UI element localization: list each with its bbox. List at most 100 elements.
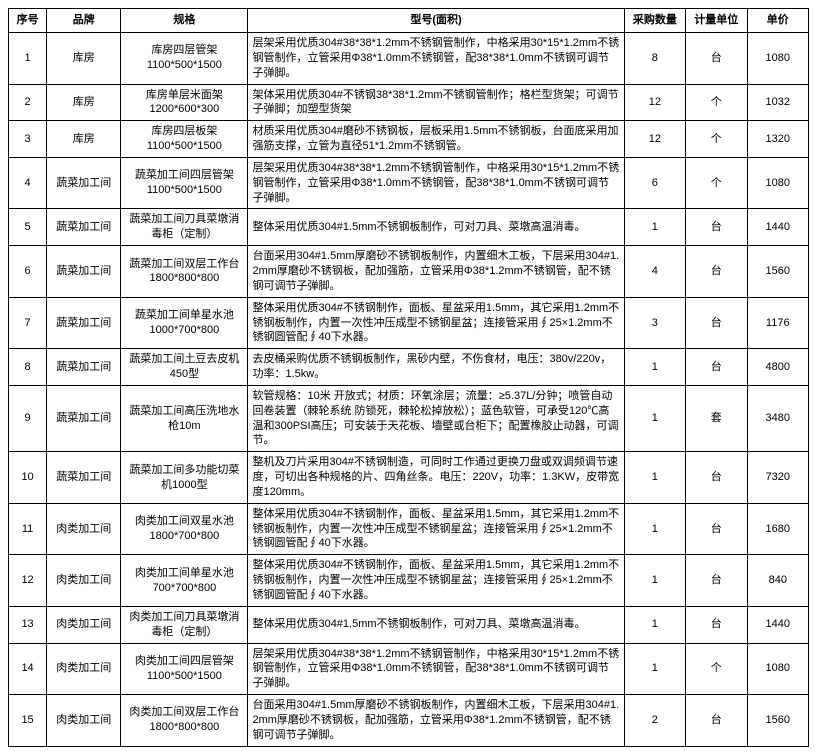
header-qty: 采购数量 [624, 9, 685, 33]
cell-seq: 2 [9, 84, 47, 121]
cell-unit: 台 [686, 297, 747, 349]
cell-seq: 11 [9, 503, 47, 555]
header-spec: 规格 [121, 9, 248, 33]
cell-qty: 1 [624, 606, 685, 643]
cell-seq: 14 [9, 643, 47, 695]
cell-seq: 9 [9, 385, 47, 451]
cell-qty: 8 [624, 33, 685, 85]
cell-unit: 台 [686, 606, 747, 643]
table-row: 15肉类加工间肉类加工间双层工作台1800*800*800台面采用304#1.5… [9, 695, 809, 747]
cell-brand: 蔬菜加工间 [47, 246, 121, 298]
cell-price: 1440 [747, 209, 808, 246]
cell-unit: 套 [686, 385, 747, 451]
cell-qty: 1 [624, 555, 685, 607]
cell-price: 1080 [747, 157, 808, 209]
cell-price: 1560 [747, 695, 808, 747]
cell-unit: 台 [686, 246, 747, 298]
header-brand: 品牌 [47, 9, 121, 33]
table-row: 6蔬菜加工间蔬菜加工间双层工作台1800*800*800台面采用304#1.5m… [9, 246, 809, 298]
cell-price: 840 [747, 555, 808, 607]
cell-seq: 6 [9, 246, 47, 298]
header-seq: 序号 [9, 9, 47, 33]
cell-qty: 4 [624, 246, 685, 298]
cell-model: 整体采用优质304#1.5mm不锈钢板制作，可对刀具、菜墩高温消毒。 [248, 606, 624, 643]
cell-brand: 肉类加工间 [47, 555, 121, 607]
cell-spec: 库房四层管架1100*500*1500 [121, 33, 248, 85]
cell-seq: 4 [9, 157, 47, 209]
cell-brand: 蔬菜加工间 [47, 385, 121, 451]
cell-brand: 蔬菜加工间 [47, 297, 121, 349]
table-row: 5蔬菜加工间蔬菜加工间刀具菜墩消毒柜（定制）整体采用优质304#1.5mm不锈钢… [9, 209, 809, 246]
cell-unit: 台 [686, 452, 747, 504]
cell-unit: 台 [686, 33, 747, 85]
cell-qty: 3 [624, 297, 685, 349]
cell-qty: 12 [624, 84, 685, 121]
cell-price: 1320 [747, 121, 808, 158]
cell-price: 1176 [747, 297, 808, 349]
cell-qty: 6 [624, 157, 685, 209]
table-row: 10蔬菜加工间蔬菜加工间多功能切菜机1000型整机及刀片采用304#不锈钢制造，… [9, 452, 809, 504]
table-body: 1库房库房四层管架1100*500*1500层架采用优质304#38*38*1.… [9, 33, 809, 747]
header-model: 型号(面积) [248, 9, 624, 33]
cell-seq: 5 [9, 209, 47, 246]
table-row: 9蔬菜加工间蔬菜加工间高压洗地水枪10m软管规格：10米 开放式；材质：环氧涂层… [9, 385, 809, 451]
header-price: 单价 [747, 9, 808, 33]
cell-price: 1560 [747, 246, 808, 298]
cell-qty: 1 [624, 452, 685, 504]
cell-unit: 个 [686, 84, 747, 121]
cell-model: 层架采用优质304#38*38*1.2mm不锈钢管制作，中格采用30*15*1.… [248, 643, 624, 695]
cell-spec: 蔬菜加工间高压洗地水枪10m [121, 385, 248, 451]
cell-qty: 2 [624, 695, 685, 747]
cell-unit: 个 [686, 121, 747, 158]
cell-spec: 蔬菜加工间单星水池1000*700*800 [121, 297, 248, 349]
cell-qty: 12 [624, 121, 685, 158]
cell-unit: 台 [686, 555, 747, 607]
table-row: 3库房库房四层板架1100*500*1500材质采用优质304#磨砂不锈钢板，层… [9, 121, 809, 158]
cell-brand: 蔬菜加工间 [47, 452, 121, 504]
cell-model: 台面采用304#1.5mm厚磨砂不锈钢板制作，内置细木工板，下层采用304#1.… [248, 246, 624, 298]
cell-seq: 13 [9, 606, 47, 643]
cell-price: 3480 [747, 385, 808, 451]
cell-seq: 15 [9, 695, 47, 747]
cell-model: 整体采用优质304#不锈钢制作，面板、星盆采用1.5mm，其它采用1.2mm不锈… [248, 555, 624, 607]
cell-unit: 台 [686, 209, 747, 246]
cell-unit: 台 [686, 695, 747, 747]
table-row: 11肉类加工间肉类加工间双星水池1800*700*800整体采用优质304#不锈… [9, 503, 809, 555]
cell-seq: 7 [9, 297, 47, 349]
cell-unit: 台 [686, 349, 747, 386]
table-row: 4蔬菜加工间蔬菜加工间四层管架1100*500*1500层架采用优质304#38… [9, 157, 809, 209]
cell-brand: 肉类加工间 [47, 606, 121, 643]
cell-model: 整体采用优质304#不锈钢制作，面板、星盆采用1.5mm，其它采用1.2mm不锈… [248, 297, 624, 349]
cell-brand: 肉类加工间 [47, 695, 121, 747]
cell-seq: 12 [9, 555, 47, 607]
cell-brand: 蔬菜加工间 [47, 209, 121, 246]
cell-qty: 1 [624, 349, 685, 386]
cell-unit: 个 [686, 157, 747, 209]
cell-price: 1080 [747, 643, 808, 695]
cell-model: 材质采用优质304#磨砂不锈钢板，层板采用1.5mm不锈钢板，台面底采用加强筋支… [248, 121, 624, 158]
table-row: 12肉类加工间肉类加工间单星水池700*700*800整体采用优质304#不锈钢… [9, 555, 809, 607]
cell-model: 台面采用304#1.5mm厚磨砂不锈钢板制作，内置细木工板，下层采用304#1.… [248, 695, 624, 747]
cell-seq: 10 [9, 452, 47, 504]
cell-price: 1680 [747, 503, 808, 555]
cell-spec: 肉类加工间双星水池1800*700*800 [121, 503, 248, 555]
cell-qty: 1 [624, 503, 685, 555]
cell-unit: 个 [686, 643, 747, 695]
cell-model: 架体采用优质304#不锈钢38*38*1.2mm不锈钢管制作；格栏型货架；可调节… [248, 84, 624, 121]
cell-brand: 库房 [47, 121, 121, 158]
cell-model: 整体采用优质304#1.5mm不锈钢板制作，可对刀具、菜墩高温消毒。 [248, 209, 624, 246]
cell-unit: 台 [686, 503, 747, 555]
cell-brand: 库房 [47, 33, 121, 85]
table-row: 7蔬菜加工间蔬菜加工间单星水池1000*700*800整体采用优质304#不锈钢… [9, 297, 809, 349]
cell-price: 1440 [747, 606, 808, 643]
cell-spec: 肉类加工间刀具菜墩消毒柜（定制） [121, 606, 248, 643]
cell-model: 层架采用优质304#38*38*1.2mm不锈钢管制作，中格采用30*15*1.… [248, 33, 624, 85]
cell-seq: 3 [9, 121, 47, 158]
cell-spec: 蔬菜加工间双层工作台1800*800*800 [121, 246, 248, 298]
table-row: 1库房库房四层管架1100*500*1500层架采用优质304#38*38*1.… [9, 33, 809, 85]
cell-seq: 1 [9, 33, 47, 85]
cell-spec: 蔬菜加工间土豆去皮机450型 [121, 349, 248, 386]
cell-brand: 库房 [47, 84, 121, 121]
table-row: 8蔬菜加工间蔬菜加工间土豆去皮机450型去皮桶采购优质不锈钢板制作，黑砂内壁，不… [9, 349, 809, 386]
cell-model: 层架采用优质304#38*38*1.2mm不锈钢管制作，中格采用30*15*1.… [248, 157, 624, 209]
